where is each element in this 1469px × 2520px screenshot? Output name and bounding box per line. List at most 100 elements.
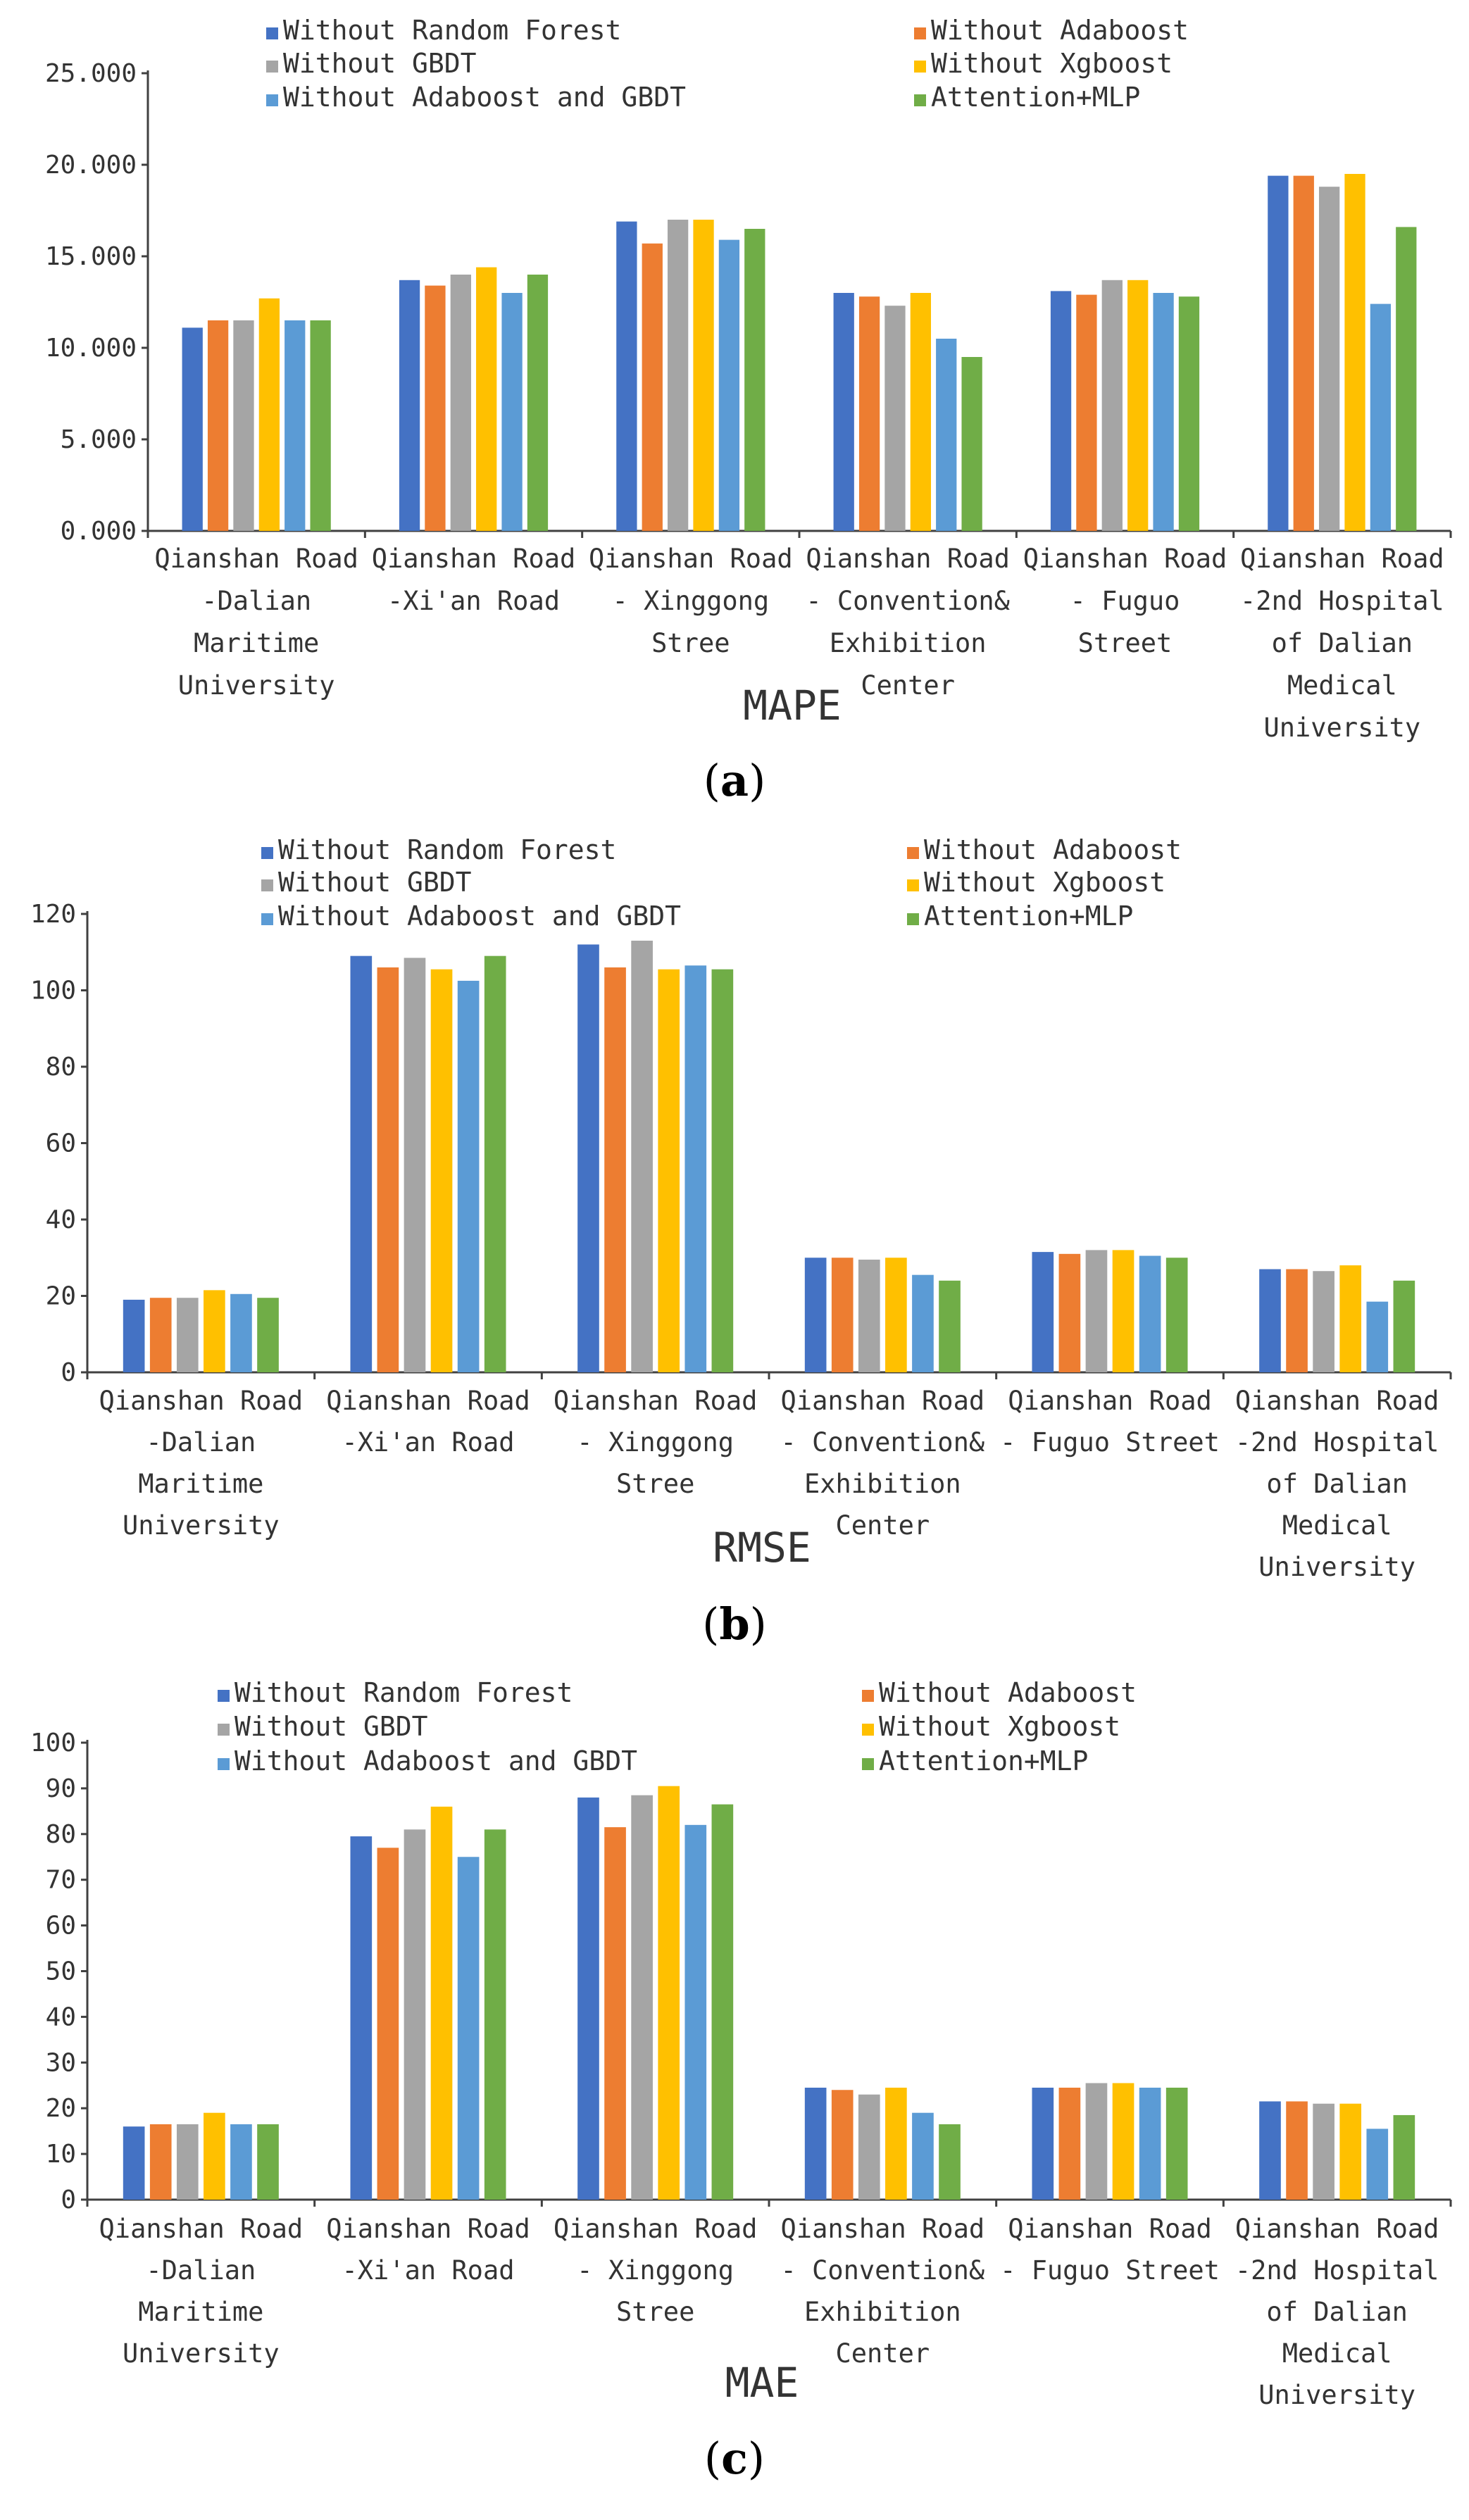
bar-rmse-cat2-series2 <box>377 967 399 1372</box>
legend-label-5: Without Adaboost and GBDT <box>283 82 686 113</box>
bar-rmse-cat6-series5 <box>1366 1301 1389 1372</box>
bar-mape-cat3-series2 <box>642 243 663 531</box>
bar-mae-cat4-series6 <box>939 2124 961 2200</box>
bar-mape-cat5-series6 <box>1178 296 1200 531</box>
category-label: Qianshan Road -Dalian Maritime University <box>99 2214 304 2369</box>
category-label: Qianshan Road -2nd Hospital of Dalian Medic… <box>1235 1386 1439 1582</box>
chart-title: RMSE <box>713 1524 811 1572</box>
bar-mape-cat1-series1 <box>182 327 203 531</box>
bar-rmse-cat5-series3 <box>1085 1250 1108 1372</box>
bar-mae-cat3-series5 <box>685 1824 707 2200</box>
legend-swatch-2 <box>907 847 919 859</box>
bar-rmse-cat5-series2 <box>1058 1253 1081 1372</box>
bar-mape-cat2-series6 <box>527 275 549 531</box>
bar-mae-cat3-series6 <box>711 1804 734 2200</box>
bar-rmse-cat4-series4 <box>885 1258 907 1372</box>
bar-mape-cat4-series5 <box>936 339 957 531</box>
category-label: Qianshan Road -Xi'an Road <box>372 544 576 616</box>
bar-rmse-cat6-series4 <box>1339 1265 1362 1372</box>
legend-label-4: Without Xgboost <box>879 1711 1120 1742</box>
y-tick-label: 80 <box>46 1820 76 1849</box>
bar-mape-cat2-series2 <box>425 285 446 531</box>
bar-mae-cat4-series3 <box>858 2094 880 2200</box>
category-label: Qianshan Road - Xinggong Stree <box>554 2214 758 2327</box>
y-tick-label: 70 <box>46 1866 76 1895</box>
legend-swatch-5 <box>218 1758 230 1770</box>
legend-label-6: Attention+MLP <box>879 1745 1088 1776</box>
bar-mape-cat6-series2 <box>1293 175 1314 531</box>
bar-mae-cat5-series4 <box>1112 2083 1134 2200</box>
legend-swatch-3 <box>266 61 278 73</box>
bar-mape-cat4-series2 <box>858 296 880 531</box>
legend-label-4: Without Xgboost <box>931 48 1173 79</box>
legend-label-6: Attention+MLP <box>931 82 1140 113</box>
bar-rmse-cat5-series1 <box>1032 1252 1054 1372</box>
bar-rmse-cat1-series6 <box>257 1298 279 1372</box>
legend-label-6: Attention+MLP <box>924 901 1133 932</box>
bar-rmse-cat2-series5 <box>457 980 480 1372</box>
bar-rmse-cat2-series6 <box>484 955 506 1372</box>
bar-mape-cat2-series3 <box>450 275 471 531</box>
category-label: Qianshan Road -2nd Hospital of Dalian Medic… <box>1235 2214 1439 2410</box>
legend-label-3: Without GBDT <box>278 867 472 898</box>
category-label: Qianshan Road - Fuguo Street <box>1000 1386 1220 1458</box>
bar-mape-cat2-series4 <box>476 267 497 531</box>
y-tick-label: 0 <box>61 2186 76 2214</box>
bar-mae-cat5-series2 <box>1058 2087 1081 2200</box>
legend-swatch-5 <box>266 94 278 106</box>
legend-label-5: Without Adaboost and GBDT <box>235 1745 637 1776</box>
bar-rmse-cat3-series6 <box>711 969 734 1372</box>
legend-swatch-1 <box>266 27 278 39</box>
bar-mae-cat2-series4 <box>430 1806 453 2200</box>
bar-mape-cat4-series3 <box>884 306 906 531</box>
bar-mape-cat5-series1 <box>1050 291 1072 531</box>
bar-rmse-cat3-series1 <box>577 944 599 1372</box>
legend-label-4: Without Xgboost <box>924 867 1165 898</box>
legend-swatch-6 <box>907 913 919 925</box>
legend-swatch-4 <box>862 1724 874 1736</box>
y-tick-label: 0 <box>61 1358 76 1387</box>
bar-rmse-cat2-series4 <box>430 969 453 1372</box>
category-label: Qianshan Road - Fuguo Street <box>1023 544 1227 658</box>
panel-label: (c) <box>704 2433 765 2484</box>
bar-mape-cat1-series5 <box>285 320 306 531</box>
bar-mape-cat4-series1 <box>833 293 854 531</box>
bar-rmse-cat3-series3 <box>631 940 653 1372</box>
bar-mae-cat4-series1 <box>804 2087 827 2200</box>
legend-label-2: Without Adaboost <box>879 1677 1137 1708</box>
category-label: Qianshan Road - Convention& Exhibition Cent… <box>781 2214 985 2369</box>
y-tick-label: 30 <box>46 2048 76 2077</box>
y-tick-label: 90 <box>46 1774 76 1803</box>
bar-mae-cat2-series1 <box>350 1836 373 2200</box>
legend-label-1: Without Random Forest <box>235 1677 573 1708</box>
bar-mae-cat3-series1 <box>577 1797 599 2200</box>
bar-rmse-cat4-series6 <box>939 1280 961 1372</box>
legend-swatch-2 <box>914 27 926 39</box>
bar-rmse-cat4-series1 <box>804 1258 827 1372</box>
bar-rmse-cat2-series3 <box>404 958 426 1372</box>
bar-mae-cat1-series6 <box>257 2124 279 2200</box>
bar-mae-cat1-series1 <box>123 2126 145 2200</box>
bar-mape-cat3-series5 <box>718 239 740 531</box>
category-label: Qianshan Road - Xinggong Stree <box>554 1386 758 1499</box>
bar-rmse-cat1-series4 <box>204 1290 225 1372</box>
legend-swatch-1 <box>218 1690 230 1702</box>
y-tick-label: 20 <box>46 1282 76 1311</box>
legend-swatch-2 <box>862 1690 874 1702</box>
panel-label: (a) <box>704 755 766 806</box>
bar-rmse-cat1-series3 <box>176 1298 199 1372</box>
bar-rmse-cat3-series5 <box>685 965 707 1372</box>
bar-rmse-cat6-series1 <box>1259 1269 1281 1372</box>
category-label: Qianshan Road - Fuguo Street <box>1000 2214 1220 2286</box>
y-tick-label: 100 <box>30 1729 76 1757</box>
bar-rmse-cat6-series3 <box>1313 1271 1334 1372</box>
bar-mape-cat1-series4 <box>258 298 280 531</box>
y-tick-label: 50 <box>46 1957 76 1986</box>
chart-title: MAPE <box>743 682 842 729</box>
bar-rmse-cat1-series1 <box>123 1299 145 1372</box>
bar-mae-cat1-series5 <box>230 2124 252 2200</box>
bar-rmse-cat5-series4 <box>1112 1250 1134 1372</box>
bar-mape-cat6-series3 <box>1318 187 1340 531</box>
bar-mape-cat1-series6 <box>310 320 331 531</box>
bar-rmse-cat4-series2 <box>831 1258 854 1372</box>
